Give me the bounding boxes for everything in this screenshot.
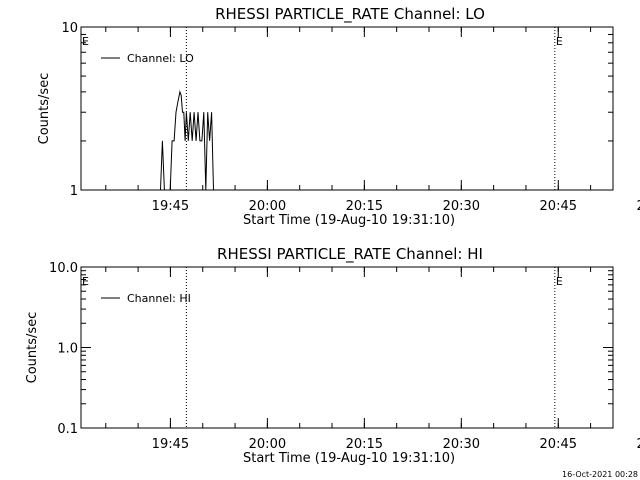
panel2-left-edge-label: E [82, 275, 89, 288]
panel2-x-tick-label: 21:00 [636, 437, 640, 452]
panel2-y-tick-label: 1.0 [57, 342, 78, 357]
panel1-x-tick-label: 19:45 [152, 199, 189, 214]
panel1-chart-title: RHESSI PARTICLE_RATE Channel: LO [215, 5, 485, 24]
panel2-x-tick-label: 20:30 [443, 437, 480, 452]
panel1-x-tick-label: 20:30 [443, 199, 480, 214]
panel1-x-tick-label: 20:45 [540, 199, 577, 214]
panel2-y-tick-label: 0.1 [57, 422, 78, 437]
panel1-x-tick-label: 21:00 [636, 199, 640, 214]
panel2-x-axis-title: Start Time (19-Aug-10 19:31:10) [243, 451, 455, 466]
panel2-event-marker-label: E [556, 275, 563, 288]
panel1-event-marker-label: E [556, 35, 563, 48]
panel2-x-tick-label: 20:00 [249, 437, 286, 452]
panel1-left-edge-label: E [82, 35, 89, 48]
panel1-x-tick-label: 20:15 [346, 199, 383, 214]
panel1-plot-frame [80, 26, 614, 191]
panel1-series-line [160, 90, 226, 191]
panel1-y-tick-label: 10 [61, 21, 78, 36]
panel2-x-tick-label: 20:45 [540, 437, 577, 452]
panel2-y-axis-title: Counts/sec [25, 312, 40, 384]
panel1-x-tick-label: 20:00 [249, 199, 286, 214]
panel2-x-tick-label: 19:45 [152, 437, 189, 452]
panel1-x-axis-title: Start Time (19-Aug-10 19:31:10) [243, 213, 455, 228]
panel2-y-tick-label: 10.0 [49, 261, 78, 276]
panel2-legend-label: Channel: HI [127, 292, 191, 305]
panel1-y-axis-title: Counts/sec [37, 73, 52, 145]
panel1-y-tick-label: 1 [70, 184, 78, 199]
panel2-chart-title: RHESSI PARTICLE_RATE Channel: HI [217, 245, 483, 264]
timestamp-label: 16-Oct-2021 00:28 [562, 470, 638, 479]
panel2-x-tick-label: 20:15 [346, 437, 383, 452]
panel1-legend-label: Channel: LO [127, 52, 194, 65]
